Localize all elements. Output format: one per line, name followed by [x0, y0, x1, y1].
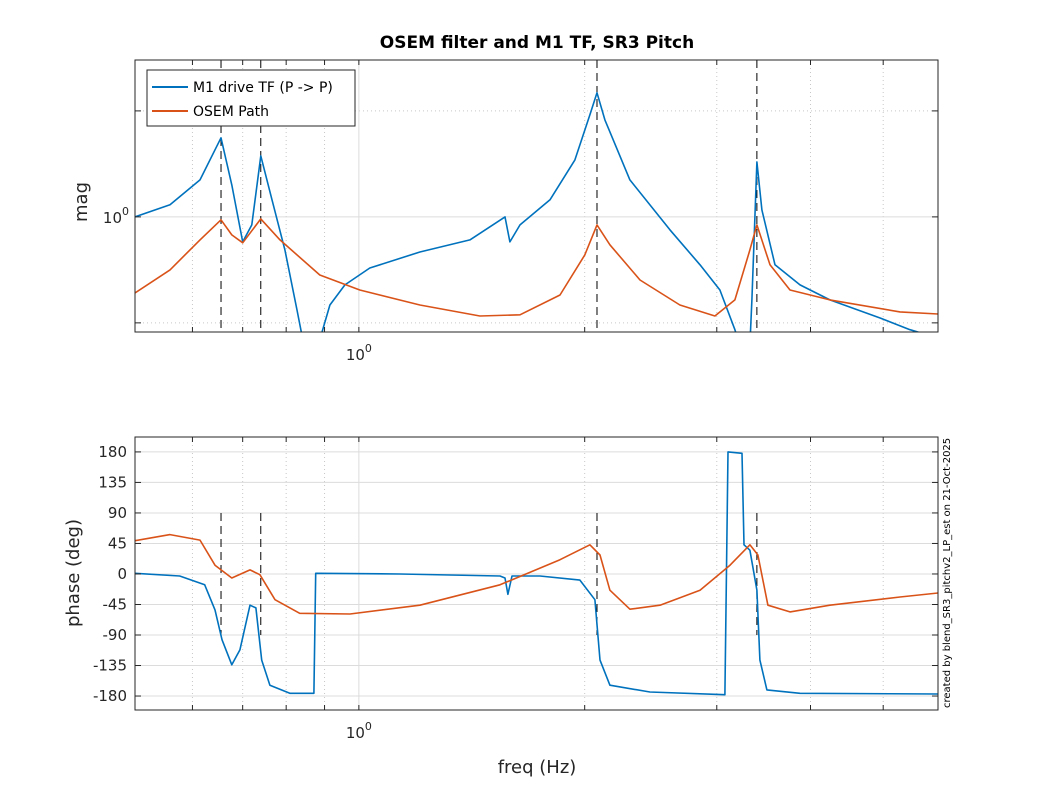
phase-ytick-label: -180: [93, 687, 127, 705]
ytick-base: 10: [103, 209, 122, 227]
xtick-exponent: 0: [365, 720, 372, 733]
legend-label-m1: M1 drive TF (P -> P): [193, 80, 333, 96]
phase-ytick-label: -135: [93, 657, 127, 675]
phase-ytick-label: 0: [117, 565, 127, 583]
phase-xlabel: freq (Hz): [498, 757, 577, 778]
phase-series-osem-path: [135, 533, 938, 615]
phase-ytick-label: 180: [98, 443, 127, 461]
chart-title: OSEM filter and M1 TF, SR3 Pitch: [380, 33, 694, 53]
legend-label-osem: OSEM Path: [193, 104, 269, 120]
mag-ytick-label: 100: [103, 205, 129, 227]
phase-series-m1-drive-tf: [135, 451, 938, 696]
phase-ytick-label: 135: [98, 473, 127, 491]
legend: M1 drive TF (P -> P) OSEM Path: [146, 69, 356, 127]
xtick-base: 10: [346, 724, 365, 742]
phase-ytick-label: 45: [108, 534, 127, 552]
phase-ytick-label: 90: [108, 504, 127, 522]
mag-xtick-label: 100: [346, 342, 372, 364]
ytick-exponent: 0: [122, 205, 129, 218]
xtick-exponent: 0: [365, 342, 372, 355]
legend-box: [146, 69, 356, 127]
xtick-base: 10: [346, 346, 365, 364]
phase-ytick-label: -90: [103, 626, 128, 644]
phase-ylabel: phase (deg): [63, 519, 84, 627]
creation-annotation: created by blend_SR3_pitchv2_LP_est on 2…: [942, 438, 953, 708]
mag-ylabel: mag: [71, 182, 92, 222]
mag-series-osem-path: [135, 218, 938, 317]
mag-axes-box: [134, 59, 939, 333]
phase-xtick-label: 100: [346, 720, 372, 742]
phase-ytick-label: -45: [103, 595, 128, 613]
